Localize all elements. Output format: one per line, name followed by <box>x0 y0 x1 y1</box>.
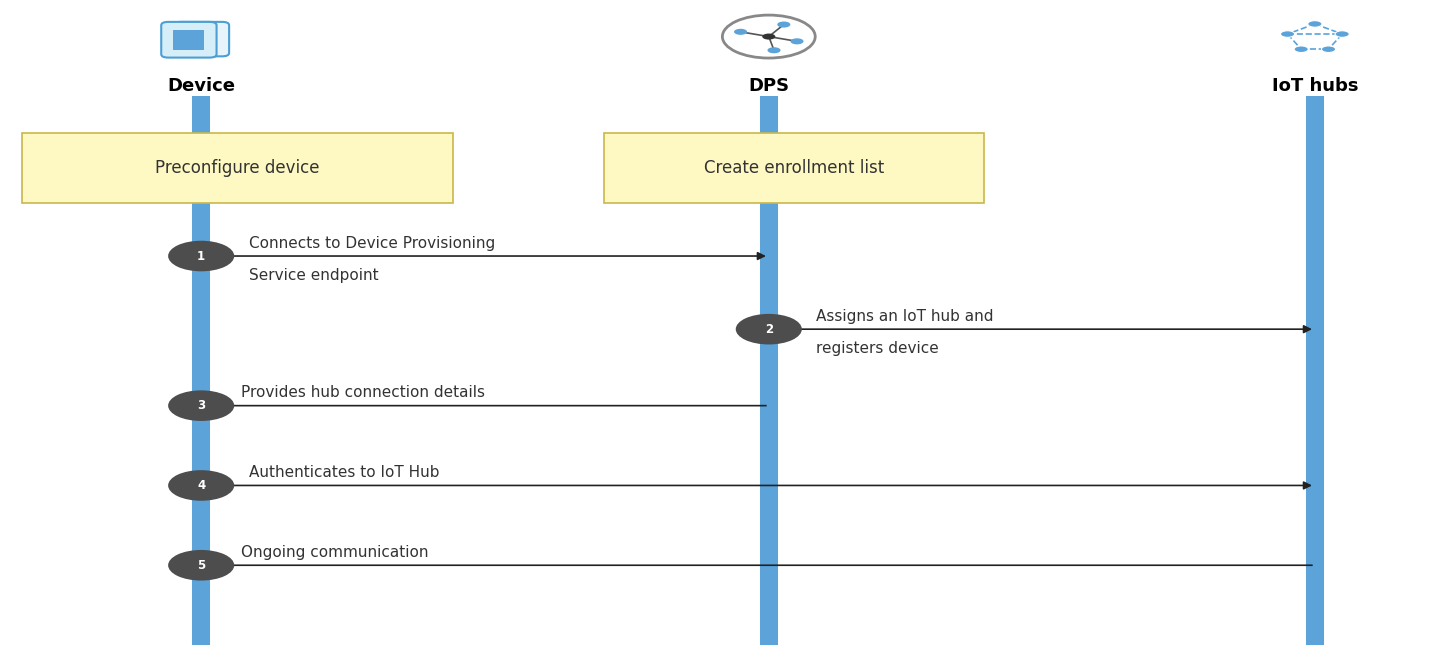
FancyBboxPatch shape <box>22 133 453 203</box>
Circle shape <box>777 21 790 27</box>
Text: Create enrollment list: Create enrollment list <box>704 159 884 177</box>
Text: 3: 3 <box>197 399 205 412</box>
Text: Connects to Device Provisioning: Connects to Device Provisioning <box>249 235 494 251</box>
Circle shape <box>762 33 776 40</box>
Circle shape <box>790 39 803 45</box>
Text: DPS: DPS <box>749 77 789 96</box>
Text: 1: 1 <box>197 249 205 263</box>
Circle shape <box>168 241 234 271</box>
Circle shape <box>168 470 234 501</box>
Circle shape <box>1308 21 1322 27</box>
Circle shape <box>1335 31 1349 37</box>
Text: Provides hub connection details: Provides hub connection details <box>241 385 486 400</box>
Circle shape <box>1280 31 1295 37</box>
Circle shape <box>1322 46 1335 53</box>
Circle shape <box>734 29 747 35</box>
Circle shape <box>168 390 234 421</box>
FancyBboxPatch shape <box>604 133 984 203</box>
Text: IoT hubs: IoT hubs <box>1272 77 1358 96</box>
Circle shape <box>736 314 802 344</box>
Text: registers device: registers device <box>816 340 938 356</box>
Text: Service endpoint: Service endpoint <box>249 267 378 283</box>
FancyBboxPatch shape <box>161 22 217 58</box>
Text: Authenticates to IoT Hub: Authenticates to IoT Hub <box>249 465 440 480</box>
Text: 4: 4 <box>197 479 205 492</box>
Text: Preconfigure device: Preconfigure device <box>155 159 319 177</box>
Text: 5: 5 <box>197 559 205 572</box>
Text: 2: 2 <box>764 323 773 336</box>
FancyBboxPatch shape <box>174 22 228 57</box>
Text: Device: Device <box>167 77 236 96</box>
Text: Assigns an IoT hub and: Assigns an IoT hub and <box>816 309 994 324</box>
Text: Ongoing communication: Ongoing communication <box>241 545 428 560</box>
Circle shape <box>767 47 780 53</box>
FancyBboxPatch shape <box>172 30 204 51</box>
Circle shape <box>168 550 234 581</box>
Circle shape <box>1295 46 1308 53</box>
